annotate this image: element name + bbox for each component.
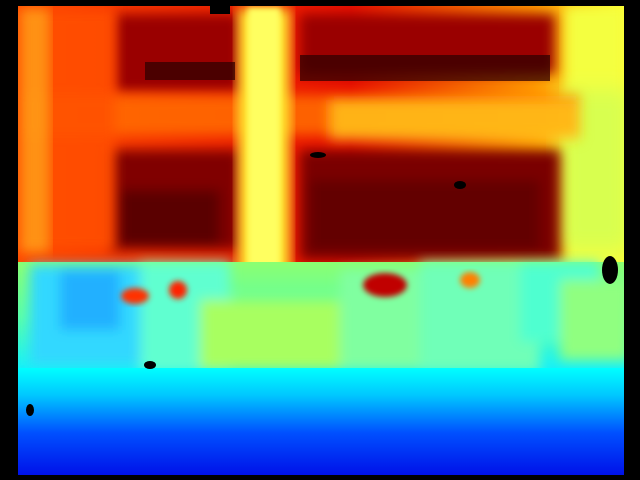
right-invalid-strip xyxy=(624,0,640,480)
near-clutter-red xyxy=(121,272,480,304)
floor-region xyxy=(18,368,624,476)
mid-ground-objects xyxy=(30,262,630,372)
invalid-specks xyxy=(26,0,618,416)
signage-band xyxy=(145,55,550,81)
